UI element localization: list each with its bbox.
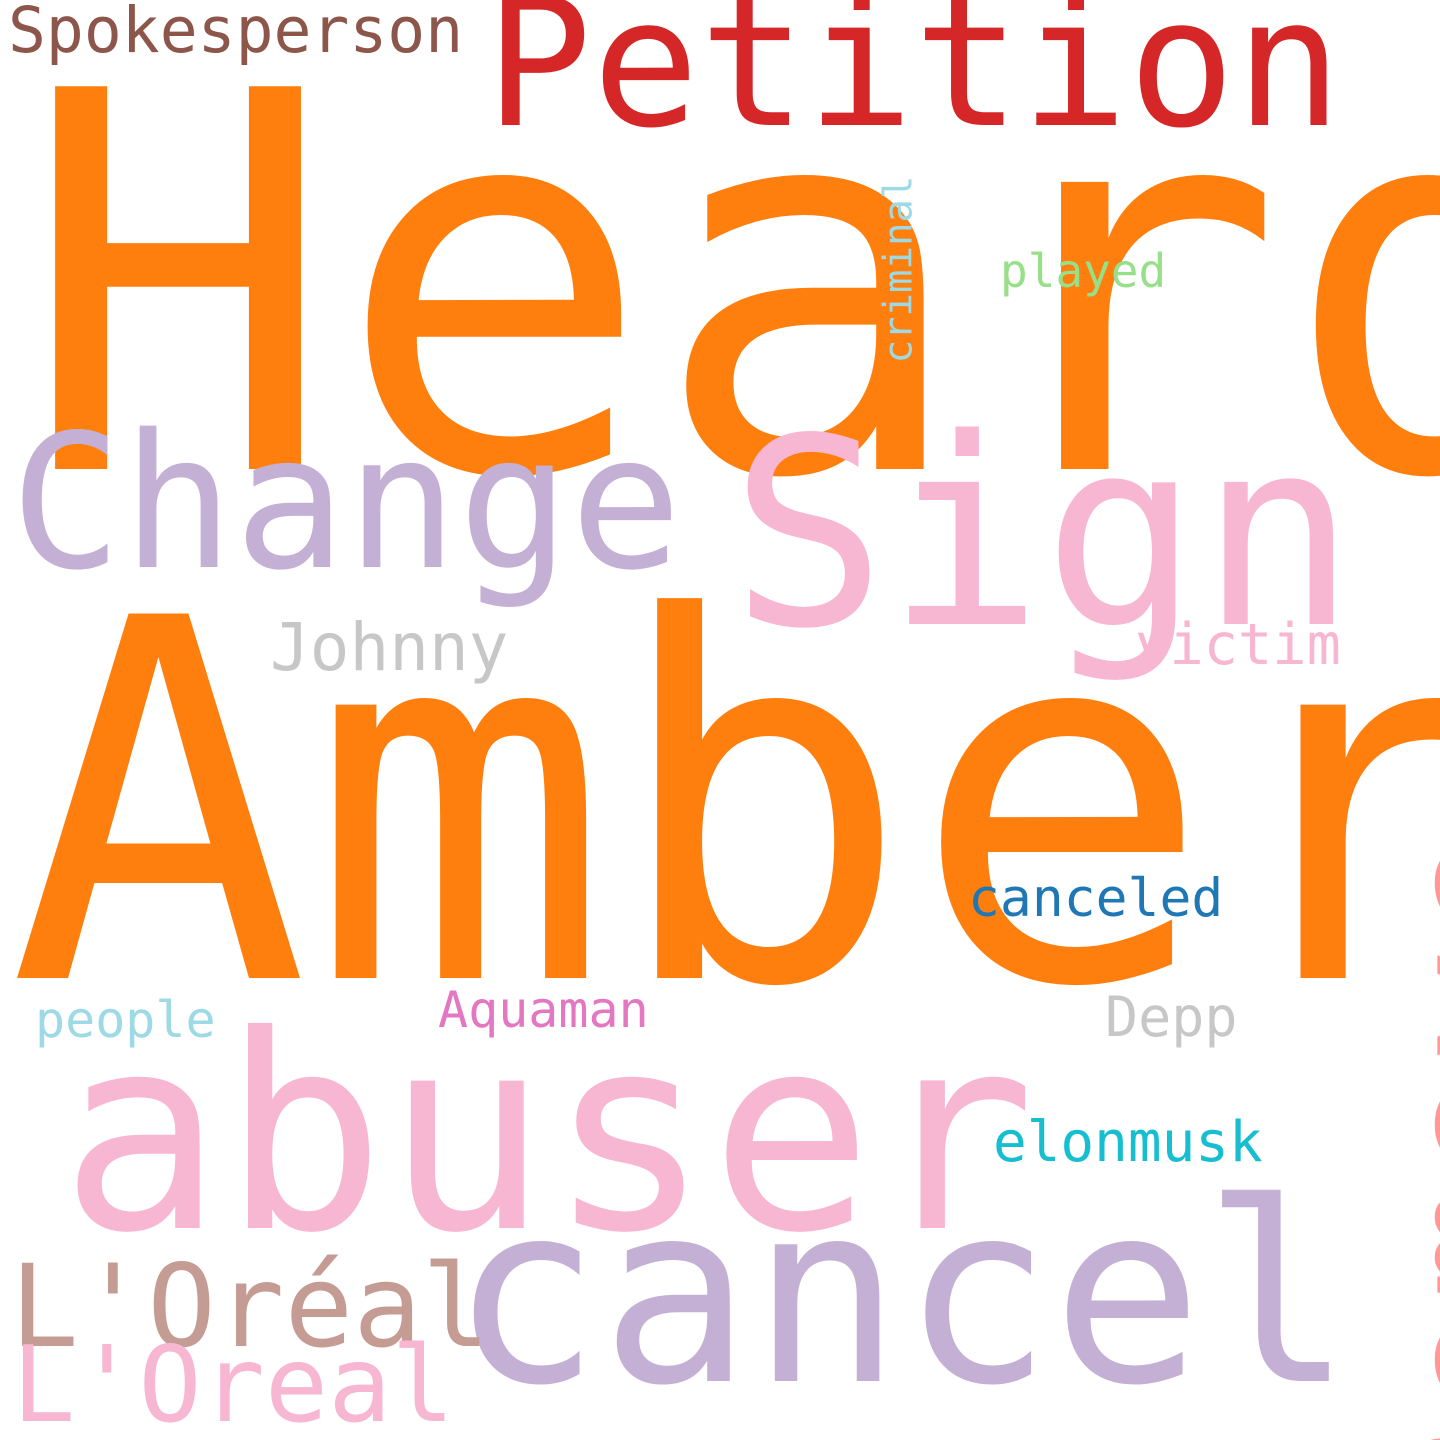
word-played: played [1000,244,1167,298]
word-remove: Remove [1361,826,1440,1440]
word-johnny: Johnny [270,609,509,686]
word-loreal: L'Oreal [12,1324,455,1440]
word-aquaman: Aquaman [438,981,649,1039]
word-cancel: cancel [450,1149,1354,1440]
word-spokesperson: Spokesperson [8,0,464,67]
word-abuser: abuser [60,977,1036,1292]
word-loreal-accented: L'Oréal [10,1240,491,1373]
word-criminal: criminal [876,175,922,364]
word-change: Change [10,394,682,611]
word-people: people [35,991,216,1049]
word-sign: Sign [730,384,1357,686]
word-elonmusk: elonmusk [993,1110,1263,1175]
word-victim: victim [1135,612,1341,678]
word-amber: Amber [8,514,1440,1096]
word-depp: Depp [1105,985,1238,1049]
word-heard: Heard [20,0,1440,593]
word-petition: Petition [485,0,1343,167]
word-canceled: canceled [968,868,1224,929]
